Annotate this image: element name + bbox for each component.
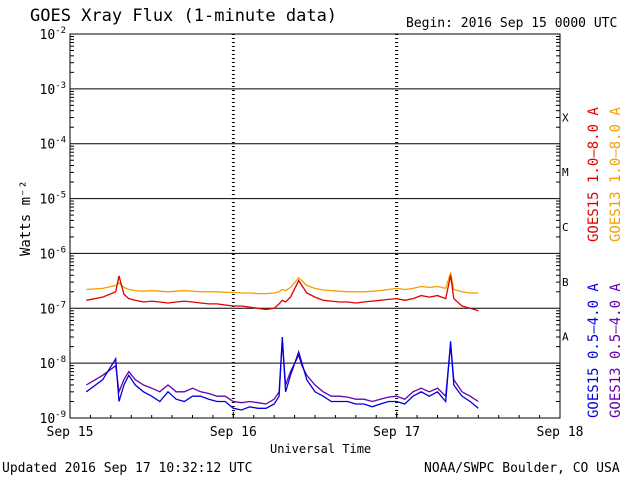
credit-text: NOAA/SWPC Boulder, CO USA (424, 461, 620, 476)
x-tick-label-3: Sep 18 (537, 425, 584, 440)
legend-goes13-short: GOES13 0.5–4.0 A (608, 283, 624, 418)
series-line-3 (85, 341, 479, 405)
y-tick-label-2: 10-7 (40, 300, 67, 317)
y-tick-label-6: 10-3 (40, 81, 67, 98)
updated-timestamp: Updated 2016 Sep 17 10:32:12 UTC (2, 461, 253, 476)
flare-class-label-C: C (562, 221, 569, 234)
series-line-2 (85, 336, 479, 411)
legend-goes15-long: GOES15 1.0–8.0 A (586, 107, 602, 242)
y-tick-label-4: 10-5 (40, 191, 67, 208)
begin-time: Begin: 2016 Sep 15 0000 UTC (406, 16, 618, 31)
x-axis-label: Universal Time (270, 442, 372, 456)
chart-title: GOES Xray Flux (1-minute data) (30, 6, 338, 26)
x-tick-label-2: Sep 17 (373, 425, 420, 440)
flare-class-label-M: M (562, 166, 569, 179)
x-tick-label-0: Sep 15 (47, 425, 94, 440)
plot-frame (69, 33, 561, 419)
y-tick-label-3: 10-6 (40, 245, 67, 262)
y-tick-label-0: 10-9 (40, 410, 67, 427)
flare-class-label-A: A (562, 331, 569, 344)
x-tick-label-1: Sep 16 (210, 425, 257, 440)
flare-class-label-B: B (562, 276, 569, 289)
y-tick-label-1: 10-8 (40, 355, 67, 372)
legend-goes13-long: GOES13 1.0–8.0 A (608, 107, 624, 242)
series-line-1 (86, 272, 479, 295)
y-tick-label-7: 10-2 (40, 26, 67, 43)
legend-goes15-short: GOES15 0.5–4.0 A (586, 283, 602, 418)
y-tick-label-5: 10-4 (40, 136, 67, 153)
flare-class-label-X: X (562, 111, 569, 124)
series-line-0 (86, 275, 479, 312)
